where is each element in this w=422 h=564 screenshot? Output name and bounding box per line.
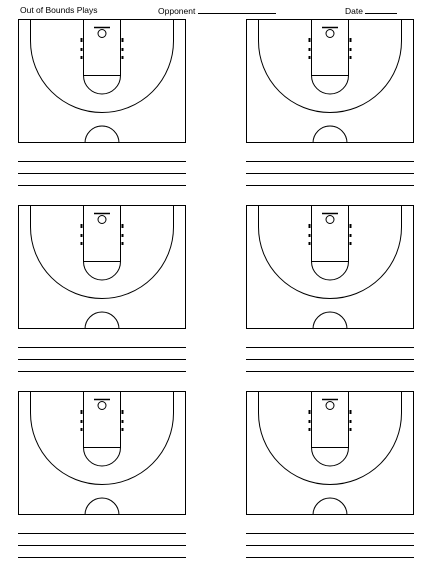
center-half-circle <box>312 311 348 329</box>
note-line[interactable] <box>18 534 186 546</box>
note-line[interactable] <box>18 150 186 162</box>
notes-lines <box>18 150 186 186</box>
note-line[interactable] <box>246 522 414 534</box>
free-throw-lane <box>83 205 121 262</box>
opponent-label: Opponent <box>158 6 196 16</box>
date-blank[interactable] <box>365 5 398 14</box>
free-throw-circle <box>311 261 349 281</box>
half-court-diagram[interactable] <box>18 205 186 329</box>
half-court-diagram[interactable] <box>18 391 186 515</box>
three-point-arc <box>258 40 402 113</box>
date-field: Date <box>345 5 398 16</box>
center-half-circle <box>84 497 120 515</box>
free-throw-lane <box>83 391 121 448</box>
note-line[interactable] <box>246 348 414 360</box>
note-line[interactable] <box>18 522 186 534</box>
free-throw-lane <box>83 19 121 76</box>
free-throw-circle <box>311 75 349 95</box>
note-line[interactable] <box>246 336 414 348</box>
notes-lines <box>246 522 414 558</box>
note-line[interactable] <box>18 360 186 372</box>
three-point-arc <box>258 226 402 299</box>
free-throw-circle <box>83 261 121 281</box>
half-court-diagram[interactable] <box>18 19 186 143</box>
notes-lines <box>18 336 186 372</box>
note-line[interactable] <box>18 348 186 360</box>
note-line[interactable] <box>18 336 186 348</box>
three-point-arc <box>30 40 174 113</box>
note-line[interactable] <box>246 546 414 558</box>
notes-lines <box>246 336 414 372</box>
note-line[interactable] <box>246 174 414 186</box>
note-line[interactable] <box>18 546 186 558</box>
free-throw-lane <box>311 391 349 448</box>
rim <box>325 29 335 38</box>
half-court-diagram[interactable] <box>246 19 414 143</box>
note-line[interactable] <box>246 162 414 174</box>
page-title: Out of Bounds Plays <box>20 5 98 15</box>
center-half-circle <box>84 125 120 143</box>
rim <box>97 29 107 38</box>
three-point-arc <box>30 412 174 485</box>
half-court-diagram[interactable] <box>246 205 414 329</box>
rim <box>97 215 107 224</box>
free-throw-circle <box>83 75 121 95</box>
free-throw-circle <box>311 447 349 467</box>
three-point-arc <box>30 226 174 299</box>
date-label: Date <box>345 6 363 16</box>
note-line[interactable] <box>246 360 414 372</box>
note-line[interactable] <box>246 150 414 162</box>
note-line[interactable] <box>246 534 414 546</box>
opponent-blank[interactable] <box>197 5 276 14</box>
center-half-circle <box>312 125 348 143</box>
rim <box>325 215 335 224</box>
free-throw-lane <box>311 205 349 262</box>
notes-lines <box>18 522 186 558</box>
note-line[interactable] <box>18 174 186 186</box>
note-line[interactable] <box>18 162 186 174</box>
opponent-field: Opponent <box>158 5 276 16</box>
rim <box>325 401 335 410</box>
center-half-circle <box>84 311 120 329</box>
free-throw-lane <box>311 19 349 76</box>
three-point-arc <box>258 412 402 485</box>
notes-lines <box>246 150 414 186</box>
half-court-diagram[interactable] <box>246 391 414 515</box>
rim <box>97 401 107 410</box>
center-half-circle <box>312 497 348 515</box>
free-throw-circle <box>83 447 121 467</box>
